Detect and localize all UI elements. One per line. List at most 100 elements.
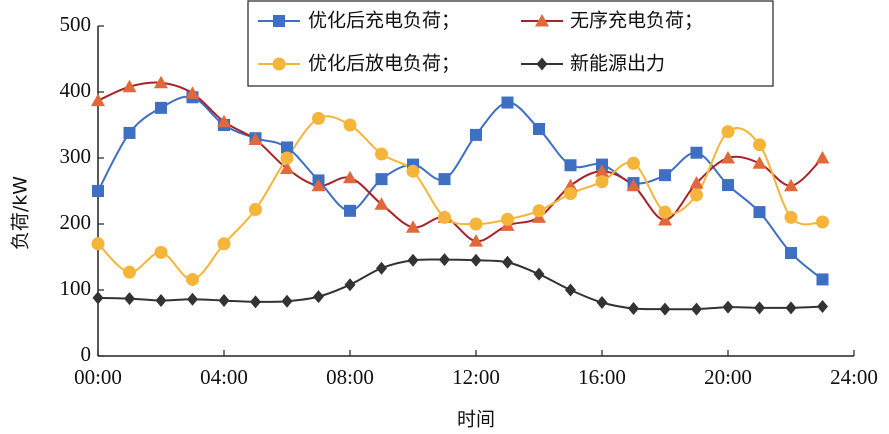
x-tick-label: 16:00: [578, 365, 626, 389]
axes: 0 100 200 300 400 500 00:00 04:00 08:00 12:00 16:0…: [60, 12, 878, 389]
series-1-point: [533, 122, 545, 135]
series-3-point: [469, 217, 483, 231]
y-tick-label: 100: [60, 276, 92, 300]
series-1-point: [470, 128, 482, 141]
series-4-point: [628, 301, 639, 315]
series-2-point: [343, 170, 357, 184]
series-1-point: [344, 204, 356, 217]
series-3-point: [123, 265, 136, 279]
series-2-point: [406, 220, 420, 233]
series-2-point: [374, 197, 389, 210]
series-4-point: [376, 261, 387, 275]
legend-label-1: 优化后充电负荷；: [308, 10, 460, 32]
legend-swatch-marker-1: [273, 15, 285, 27]
series-4-point: [250, 295, 261, 309]
series-3-point: [658, 205, 672, 219]
series-1-point: [816, 273, 829, 286]
series-2-point: [185, 86, 200, 99]
series-3-point: [501, 212, 514, 226]
series-1-point: [785, 247, 797, 260]
series-2-point: [784, 178, 798, 192]
series-3-point: [91, 237, 105, 251]
legend-box: [247, 0, 774, 87]
series-1-point: [753, 206, 766, 219]
series-4-point: [344, 278, 356, 292]
y-tick-label: 300: [60, 144, 92, 168]
x-tick-label: 12:00: [452, 365, 500, 389]
x-tick-label: 20:00: [704, 365, 752, 389]
series-2-point: [469, 234, 483, 247]
series-2-point: [217, 114, 231, 128]
series-1-point: [690, 146, 703, 159]
series-3-point: [564, 187, 577, 201]
series-4-point: [92, 291, 104, 305]
x-tick-label: 04:00: [200, 365, 248, 389]
series-3-point: [312, 111, 325, 125]
series-1-point: [501, 96, 514, 109]
series-line-1: [97, 95, 824, 281]
series-2-point: [154, 75, 168, 89]
series-2-point: [595, 164, 609, 177]
series-3-point: [784, 210, 798, 224]
series-4-point: [313, 290, 324, 304]
x-tick-label: 00:00: [74, 365, 122, 389]
series-1-point: [659, 169, 671, 182]
y-tick-label: 400: [60, 78, 92, 102]
series-2-point: [815, 151, 830, 164]
series-4-point: [565, 283, 576, 297]
series-3-point: [406, 164, 420, 178]
series-4-point: [281, 294, 293, 308]
series-markers: [91, 75, 830, 316]
series-3-point: [217, 237, 231, 251]
series-3-point: [249, 202, 262, 216]
series-4-point: [155, 294, 167, 308]
series-3-point: [816, 215, 829, 229]
series-2-point: [280, 161, 294, 175]
series-2-point: [626, 178, 641, 192]
series-1-point: [92, 185, 104, 197]
legend-label-3: 优化后放电负荷；: [308, 53, 460, 75]
series-2-point: [248, 132, 263, 146]
series-4-point: [754, 301, 765, 315]
series-3-point: [438, 210, 451, 224]
series-1-point: [123, 126, 136, 139]
legend-swatch-marker-3: [272, 57, 286, 71]
series-1-point: [722, 179, 734, 192]
series-3-point: [690, 188, 703, 202]
legend-label-2: 无序充电负荷；: [570, 10, 703, 32]
series-4-point: [785, 301, 797, 315]
series-1-point: [281, 141, 293, 154]
series-lines: [97, 81, 824, 311]
series-4-point: [502, 255, 513, 269]
x-tick-label: 08:00: [326, 365, 374, 389]
y-tick-label: 200: [60, 210, 92, 234]
series-line-3: [97, 115, 823, 281]
series-3-point: [154, 245, 168, 259]
series-4-point: [124, 292, 135, 306]
series-2-point: [122, 79, 137, 93]
series-2-point: [563, 178, 578, 192]
series-3-point: [721, 125, 735, 139]
series-3-point: [753, 138, 766, 152]
series-2-point: [752, 156, 767, 169]
series-4-point: [691, 302, 702, 316]
series-4-point: [470, 253, 482, 267]
x-tick-label: 24:00: [830, 365, 878, 389]
series-4-point: [187, 292, 198, 306]
legend-swatch-marker-2: [535, 14, 549, 27]
series-4-point: [533, 267, 545, 281]
series-3-point: [186, 272, 199, 286]
y-axis-title: 负荷/kW: [10, 176, 32, 250]
series-line-2: [97, 81, 824, 243]
series-2-point: [658, 213, 672, 226]
series-1-point: [564, 159, 577, 172]
series-3-point: [627, 156, 640, 170]
series-1-point: [438, 173, 451, 186]
y-tick-label: 0: [81, 342, 92, 366]
legend-swatch-marker-4: [536, 57, 548, 71]
series-3-point: [532, 204, 546, 218]
series-4-point: [722, 300, 734, 314]
series-3-point: [343, 118, 357, 132]
series-4-point: [596, 296, 608, 310]
